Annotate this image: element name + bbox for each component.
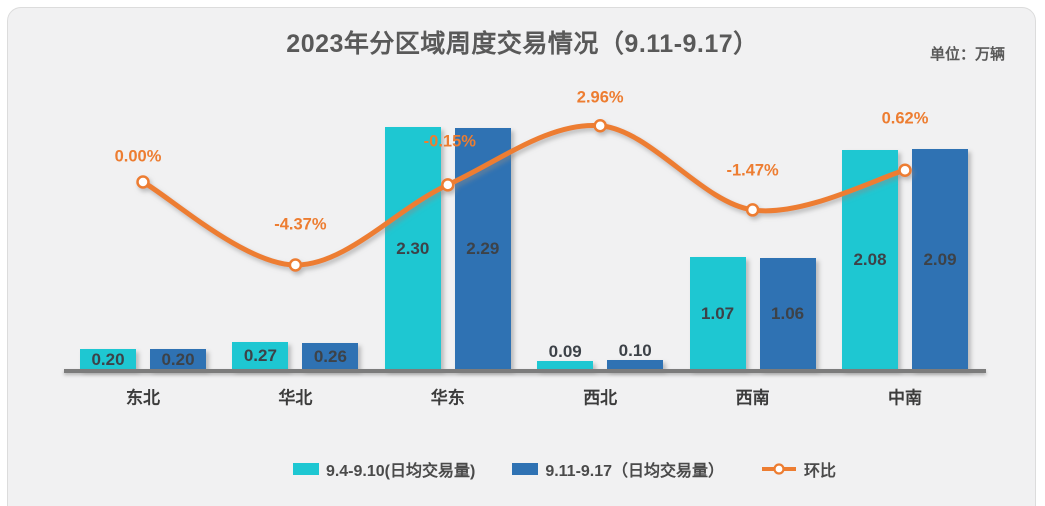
unit-label: 单位：万辆: [929, 46, 1005, 63]
bar-value-label-中南-1: 2.09: [923, 249, 957, 269]
legend-line-marker-icon: [762, 463, 797, 475]
category-label-东北: 东北: [126, 388, 160, 408]
line-marker-华东: [441, 178, 455, 192]
bar-value-label-东北-1: 0.20: [161, 349, 195, 369]
bar-value-label-西南-1: 1.06: [771, 304, 805, 324]
percent-label-西北: 2.96%: [576, 88, 624, 107]
line-marker-西南: [745, 203, 760, 217]
percent-label-东北: 0.00%: [114, 147, 162, 166]
bar-9.11-9.17（日均交易量）-西南: [759, 258, 816, 371]
legend-item-week2: 9.11-9.17（日均交易量）: [512, 457, 724, 481]
bar-9.11-9.17（日均交易量）-华北: [302, 342, 359, 371]
bar-9.4-9.10(日均交易量)-西北: [537, 360, 594, 371]
bar-value-label-西南-0: 1.07: [701, 303, 735, 323]
ring-ratio-line: [140, 123, 908, 268]
legend-label-ring-ratio: 环比: [804, 463, 837, 480]
percent-label-华北: -4.37%: [274, 215, 327, 234]
bar-value-label-华东-0: 2.30: [396, 238, 430, 258]
legend: 9.4-9.10(日均交易量) 9.11-9.17（日均交易量） 环比: [42, 457, 1045, 481]
bar-9.4-9.10(日均交易量)-西南: [689, 257, 746, 371]
line-marker-华北: [288, 258, 303, 272]
percent-label-华东: -0.15%: [423, 132, 476, 151]
bar-9.4-9.10(日均交易量)-东北: [80, 349, 136, 371]
legend-label-week2: 9.11-9.17（日均交易量）: [545, 463, 725, 480]
line-marker-东北: [136, 175, 150, 189]
bar-9.11-9.17（日均交易量）-西北: [607, 359, 664, 371]
line-marker-中南: [898, 163, 912, 177]
legend-swatch-blue: [512, 463, 539, 475]
legend-label-week1: 9.4-9.10(日均交易量): [325, 463, 476, 480]
percent-label-西南: -1.47%: [726, 161, 779, 180]
percent-label-中南: 0.62%: [881, 109, 929, 128]
category-label-西南: 西南: [735, 388, 770, 408]
x-axis-line: [64, 369, 986, 373]
bar-value-label-华北-0: 0.27: [243, 346, 277, 366]
legend-item-week1: 9.4-9.10(日均交易量): [292, 457, 476, 481]
bar-value-label-华东-1: 2.29: [466, 239, 500, 259]
category-label-西北: 西北: [583, 388, 618, 408]
legend-item-ring-ratio: 环比: [761, 457, 836, 481]
legend-swatch-cyan: [292, 463, 319, 475]
category-label-华东: 华东: [430, 388, 465, 408]
category-label-中南: 中南: [888, 388, 922, 408]
bar-value-label-西北-1: 0.10: [618, 340, 652, 360]
line-marker-西北: [593, 119, 607, 133]
bar-value-label-东北-0: 0.20: [91, 349, 125, 369]
bar-value-label-华北-1: 0.26: [313, 346, 347, 366]
bar-9.11-9.17（日均交易量）-东北: [150, 349, 206, 371]
bar-value-label-中南-0: 2.08: [853, 250, 887, 270]
bar-9.11-9.17（日均交易量）-中南: [912, 149, 968, 371]
bar-value-label-西北-0: 0.09: [548, 341, 582, 361]
category-label-华北: 华北: [278, 388, 313, 408]
bar-9.4-9.10(日均交易量)-华北: [232, 341, 289, 371]
chart-title: 2023年分区域周度交易情况（9.11-9.17）: [286, 30, 759, 58]
